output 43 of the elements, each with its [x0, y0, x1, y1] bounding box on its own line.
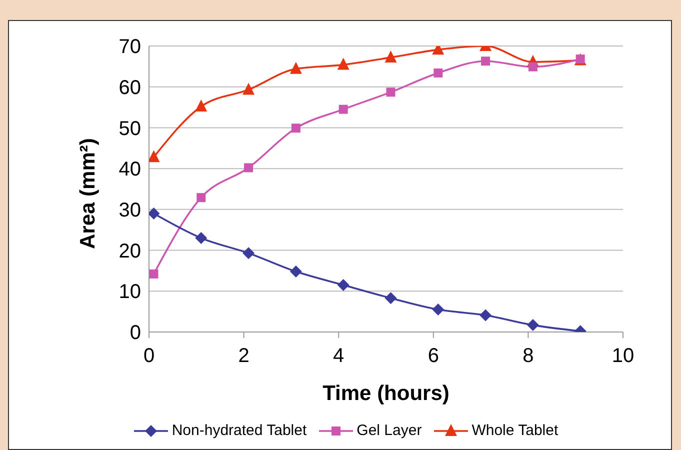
y-tick-label: 20 [118, 240, 141, 262]
point [384, 292, 397, 304]
legend-label: Gel Layer [356, 422, 422, 439]
point [244, 163, 254, 172]
x-tick-label: 2 [238, 345, 250, 368]
y-tick-label: 70 [118, 36, 141, 58]
point [290, 266, 302, 278]
legend-label: Non-hydrated Tablet [172, 422, 307, 439]
y-tick-label: 60 [118, 76, 141, 99]
point [195, 232, 208, 244]
point [526, 319, 539, 332]
legend-label: Whole Tablet [472, 422, 558, 439]
point [528, 62, 538, 72]
y-tick-label: 40 [118, 158, 141, 181]
point [149, 150, 160, 162]
point [338, 104, 348, 114]
point [434, 68, 443, 78]
point [195, 99, 208, 112]
x-tick-label: 10 [612, 345, 634, 368]
point [337, 58, 350, 70]
point [242, 82, 255, 95]
y-tick-label: 50 [118, 118, 141, 140]
x-tick-label: 8 [522, 345, 534, 368]
x-axis-title: Time (hours) [322, 382, 450, 405]
y-axis-title: Area (mm²) [76, 138, 100, 249]
point [149, 208, 160, 220]
y-tick-label: 0 [130, 322, 141, 344]
point [386, 88, 396, 97]
point [291, 124, 300, 133]
point [196, 193, 206, 202]
y-tick-label: 10 [118, 281, 141, 304]
y-tick-label: 30 [118, 200, 141, 222]
point [480, 309, 492, 322]
point [337, 279, 350, 292]
point [432, 304, 444, 316]
point [242, 247, 255, 260]
point [290, 62, 302, 74]
point [149, 269, 158, 278]
point [384, 50, 397, 62]
x-tick-label: 4 [333, 345, 344, 368]
x-tick-label: 6 [428, 345, 439, 368]
point [481, 56, 490, 66]
x-tick-label: 0 [143, 345, 155, 368]
